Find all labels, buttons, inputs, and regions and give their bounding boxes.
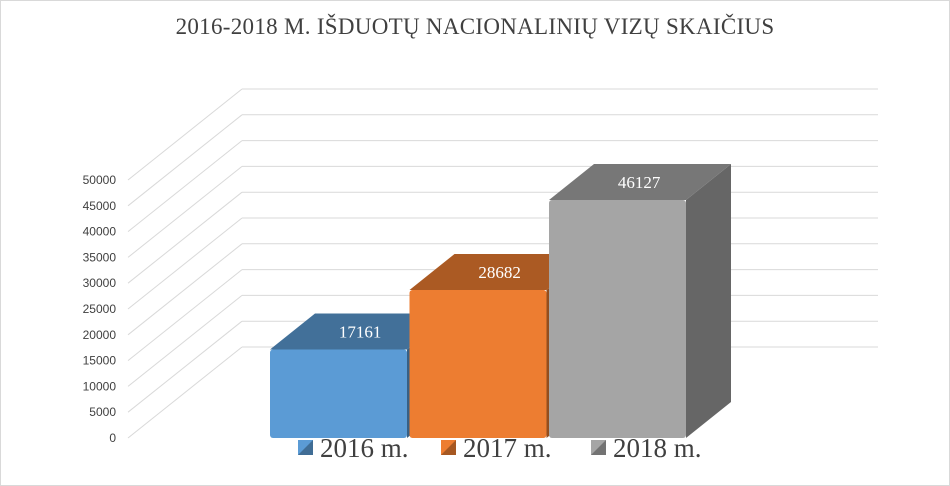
chart-title: 2016-2018 M. IŠDUOTŲ NACIONALINIŲ VIZŲ S… [175,14,775,39]
side-gridline [127,191,243,284]
side-gridline [127,243,243,336]
legend-label: 2016 m. [320,433,409,463]
side-gridline [127,140,243,232]
y-tick-label: 10000 [83,379,117,393]
legend-swatch-shade [298,440,313,455]
side-gridline [127,346,243,439]
y-tick-label: 45000 [83,199,117,213]
side-gridline [127,295,243,387]
data-label: 46127 [618,173,661,192]
y-tick-label: 40000 [83,225,117,239]
bar-top [409,254,592,291]
y-tick-label: 0 [109,431,116,445]
bar-front [270,349,407,438]
data-label: 28682 [478,263,521,282]
y-tick-label: 20000 [83,328,117,342]
bar-front [409,290,547,438]
side-gridline [127,269,243,361]
bar-top [549,163,731,200]
side-gridline [127,166,243,258]
bar-front [549,199,686,438]
y-tick-label: 35000 [83,250,117,264]
legend-swatch-shade [441,440,456,455]
bar: 46127 [549,163,731,438]
y-tick-label: 5000 [89,405,116,419]
y-tick-label: 50000 [83,173,117,187]
y-tick-label: 25000 [83,302,117,316]
legend-label: 2017 m. [463,433,552,463]
side-gridline [127,217,243,310]
y-tick-label: 30000 [83,276,117,290]
side-gridline [127,114,243,207]
bar-top [270,313,452,350]
legend-label: 2018 m. [613,433,702,463]
side-gridline [127,320,243,413]
data-label: 17161 [339,322,382,341]
y-tick-label: 15000 [83,354,117,368]
bar-side [686,163,731,438]
legend-swatch-shade [591,440,606,455]
side-gridline [127,88,243,181]
